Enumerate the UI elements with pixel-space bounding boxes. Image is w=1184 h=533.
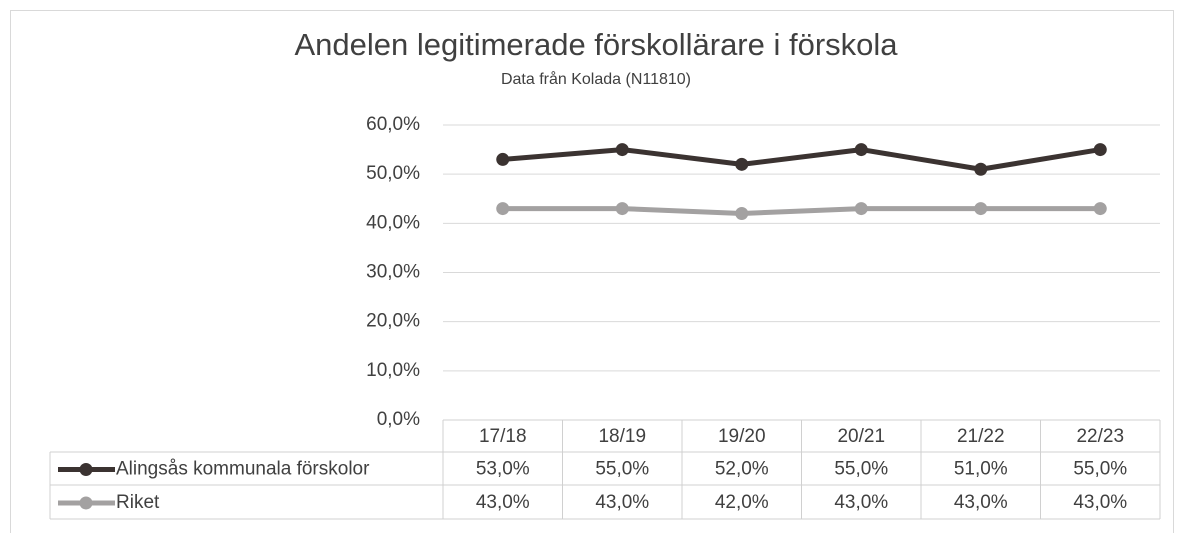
x-tick-label: 18/19	[598, 426, 646, 447]
table-value: 55,0%	[1073, 459, 1127, 480]
x-tick-label: 19/20	[718, 426, 766, 447]
y-tick-label: 0,0%	[377, 409, 420, 430]
x-tick-label: 21/22	[957, 426, 1005, 447]
chart-subtitle: Data från Kolada (N11810)	[501, 70, 691, 88]
data-point	[1093, 202, 1107, 216]
table-value: 55,0%	[834, 459, 888, 480]
table-value: 43,0%	[476, 492, 530, 513]
data-point	[496, 202, 510, 216]
legend-key-marker	[79, 463, 93, 476]
table-value: 42,0%	[715, 492, 769, 513]
y-tick-label: 60,0%	[366, 114, 420, 135]
data-point	[615, 143, 629, 157]
series-line	[502, 206, 1101, 216]
table-value: 43,0%	[1073, 492, 1127, 513]
data-point	[974, 162, 988, 176]
y-tick-label: 40,0%	[366, 212, 420, 233]
legend-label: Alingsås kommunala förskolor	[116, 459, 370, 480]
table-value: 55,0%	[595, 459, 649, 480]
chart-title: Andelen legitimerade förskollärare i för…	[294, 27, 898, 62]
data-point	[735, 207, 749, 220]
x-tick-label: 20/21	[837, 426, 885, 447]
data-point	[854, 202, 868, 216]
x-tick-label: 17/18	[479, 426, 527, 447]
table-value: 51,0%	[954, 459, 1008, 480]
y-tick-label: 50,0%	[366, 163, 420, 184]
data-point	[974, 202, 988, 216]
series-line	[502, 147, 1101, 172]
data-point	[735, 157, 749, 171]
table-value: 43,0%	[595, 492, 649, 513]
data-point	[1093, 143, 1107, 157]
chart-border	[10, 10, 1174, 533]
x-tick-label: 22/23	[1076, 426, 1124, 447]
y-tick-label: 20,0%	[366, 311, 420, 332]
legend-label: Riket	[116, 492, 160, 513]
data-point	[615, 202, 629, 216]
data-point	[854, 143, 868, 157]
table-value: 43,0%	[954, 492, 1008, 513]
table-value: 43,0%	[834, 492, 888, 513]
data-point	[496, 152, 510, 166]
table-value: 53,0%	[476, 459, 530, 480]
legend-key-marker	[79, 496, 93, 510]
table-value: 52,0%	[715, 459, 769, 480]
y-tick-label: 30,0%	[366, 262, 420, 283]
y-tick-label: 10,0%	[366, 360, 420, 381]
